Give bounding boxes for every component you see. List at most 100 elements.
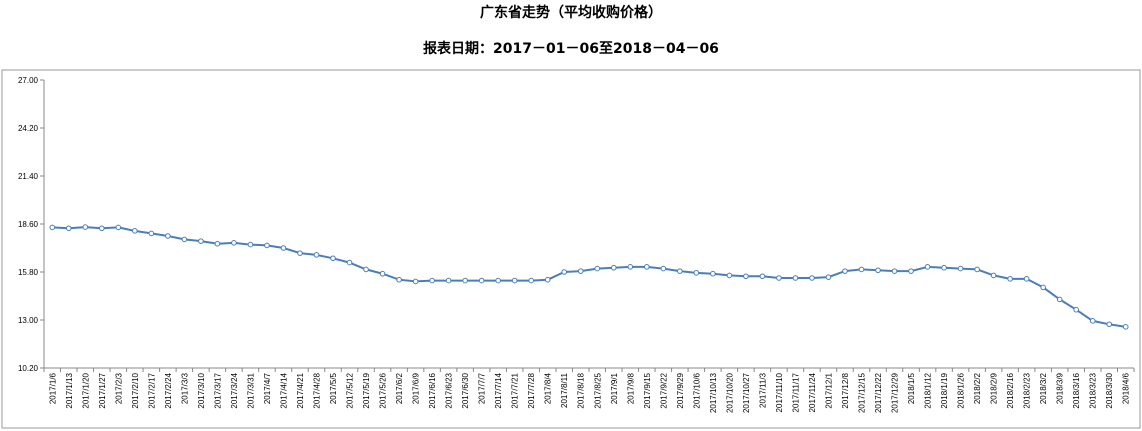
x-tick-label: 2018/1/12: [924, 372, 933, 408]
x-tick-label: 2017/8/4: [544, 372, 553, 404]
data-point: [462, 277, 468, 284]
data-point: [726, 272, 733, 279]
x-tick-label: 2017/9/1: [610, 372, 619, 404]
data-point: [1007, 276, 1013, 282]
data-point: [82, 224, 89, 230]
x-tick-label: 2017/6/30: [461, 372, 470, 408]
chart-title: 广东省走势（平均收购价格）: [480, 5, 662, 21]
data-point: [908, 268, 914, 274]
data-point: [792, 275, 799, 281]
data-point: [495, 277, 501, 284]
data-point: [379, 270, 386, 277]
data-point: [990, 272, 997, 279]
x-tick-label: 2018/3/2: [1039, 372, 1048, 404]
x-tick-label: 2018/3/23: [1089, 372, 1098, 408]
data-point: [528, 277, 534, 284]
data-point: [363, 266, 369, 273]
x-tick-label: 2017/3/3: [180, 372, 189, 404]
x-tick-label: 2017/2/17: [147, 372, 156, 408]
data-point: [974, 266, 980, 273]
data-point: [99, 225, 105, 232]
data-point: [825, 274, 832, 280]
data-point: [132, 228, 138, 234]
data-point: [49, 224, 56, 231]
x-tick-label: 2017/4/14: [279, 372, 288, 408]
data-point: [594, 265, 601, 272]
x-tick-label: 2017/5/26: [379, 372, 388, 408]
x-tick-label: 2017/10/13: [709, 372, 718, 413]
data-point: [941, 264, 947, 271]
x-tick-label: 2017/9/8: [626, 372, 635, 404]
data-point: [165, 233, 171, 239]
data-point: [858, 266, 865, 273]
data-point: [842, 268, 848, 274]
data-point: [660, 265, 667, 272]
x-tick-label: 2017/2/3: [114, 372, 123, 404]
data-point: [776, 275, 782, 281]
x-tick-label: 2017/5/19: [362, 372, 371, 408]
x-tick-label: 2017/11/3: [758, 372, 767, 408]
y-tick-label: 15.80: [18, 268, 39, 277]
x-tick-label: 2018/1/19: [940, 372, 949, 408]
x-tick-label: 2017/12/22: [874, 372, 883, 413]
data-point: [627, 264, 634, 270]
data-point: [891, 268, 898, 274]
data-point: [65, 225, 72, 232]
x-tick-label: 2018/1/26: [957, 372, 966, 408]
data-point: [1106, 321, 1113, 328]
data-point: [115, 224, 122, 231]
x-tick-label: 2017/8/11: [560, 372, 569, 408]
x-tick-label: 2017/8/18: [577, 372, 586, 408]
x-tick-label: 2017/4/7: [263, 372, 272, 404]
x-tick-label: 2017/11/10: [775, 372, 784, 412]
data-point: [148, 230, 155, 237]
data-point: [478, 277, 485, 284]
data-point: [214, 240, 221, 247]
x-tick-label: 2017/1/20: [81, 372, 90, 408]
y-tick-label: 13.00: [18, 316, 39, 325]
data-point: [231, 240, 237, 246]
x-tick-label: 2017/10/20: [725, 372, 734, 413]
data-point: [677, 268, 683, 274]
data-point: [247, 241, 254, 248]
x-tick-label: 2017/7/14: [494, 372, 503, 408]
data-point: [710, 270, 716, 277]
data-point: [198, 238, 204, 244]
data-point: [544, 276, 551, 283]
x-tick-label: 2017/8/25: [593, 372, 602, 408]
x-tick-label: 2017/1/13: [65, 372, 74, 408]
data-point: [759, 273, 766, 280]
data-point: [693, 270, 700, 276]
data-point: [1040, 284, 1046, 291]
data-point: [1023, 276, 1030, 282]
data-point: [511, 277, 518, 284]
x-tick-label: 2017/1/6: [48, 372, 57, 404]
x-tick-label: 2018/2/16: [1006, 372, 1015, 408]
data-point: [875, 267, 881, 274]
x-tick-label: 2017/6/16: [428, 372, 437, 408]
y-tick-label: 18.60: [18, 220, 39, 229]
x-tick-label: 2017/12/8: [841, 372, 850, 408]
plot-border: [1, 69, 1141, 429]
x-tick-label: 2017/10/6: [692, 372, 701, 408]
data-point: [1073, 306, 1079, 313]
x-tick-label: 2017/9/29: [676, 372, 685, 408]
data-point: [957, 265, 964, 272]
data-point: [644, 264, 650, 270]
x-tick-label: 2017/2/10: [131, 372, 140, 408]
data-point: [924, 264, 931, 270]
x-tick-label: 2017/6/9: [412, 372, 421, 404]
x-tick-label: 2017/3/31: [246, 372, 255, 408]
data-point: [396, 276, 402, 283]
data-point: [561, 269, 568, 275]
data-point: [445, 277, 452, 284]
x-tick-label: 2017/12/1: [824, 372, 833, 408]
x-tick-label: 2017/5/12: [346, 372, 355, 408]
data-point: [1089, 318, 1096, 324]
x-tick-label: 2017/5/5: [329, 372, 338, 404]
x-tick-label: 2017/3/24: [230, 372, 239, 408]
y-tick-label: 27.00: [18, 76, 39, 85]
x-tick-label: 2017/6/2: [395, 372, 404, 404]
x-tick-label: 2017/7/28: [527, 372, 536, 408]
